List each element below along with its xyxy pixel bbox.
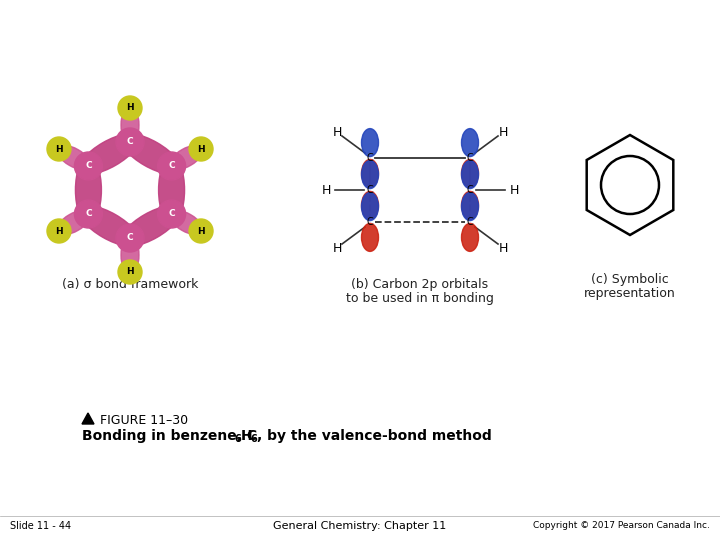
Ellipse shape — [76, 156, 102, 224]
Text: C: C — [467, 217, 473, 227]
Text: H: H — [498, 125, 508, 138]
Text: H: H — [241, 429, 253, 443]
Text: C: C — [467, 185, 473, 195]
Text: , by the valence-bond method: , by the valence-bond method — [257, 429, 492, 443]
Text: Slide 11 - 44: Slide 11 - 44 — [10, 521, 71, 531]
Ellipse shape — [361, 160, 379, 188]
Text: C: C — [127, 138, 133, 146]
Text: C: C — [366, 217, 374, 227]
Ellipse shape — [462, 159, 479, 187]
Ellipse shape — [47, 137, 71, 161]
Text: H: H — [197, 226, 204, 235]
Text: H: H — [498, 241, 508, 254]
Ellipse shape — [462, 160, 479, 188]
Ellipse shape — [169, 210, 203, 235]
Ellipse shape — [158, 152, 186, 180]
Text: C: C — [366, 185, 374, 195]
Text: C: C — [85, 161, 91, 171]
Ellipse shape — [74, 200, 102, 228]
Ellipse shape — [79, 133, 140, 174]
Text: FIGURE 11–30: FIGURE 11–30 — [100, 414, 188, 427]
Ellipse shape — [118, 96, 142, 120]
Ellipse shape — [121, 106, 139, 144]
Ellipse shape — [79, 206, 140, 246]
Text: representation: representation — [584, 287, 676, 300]
Text: C: C — [85, 210, 91, 219]
Text: General Chemistry: Chapter 11: General Chemistry: Chapter 11 — [274, 521, 446, 531]
Polygon shape — [82, 413, 94, 424]
Ellipse shape — [462, 129, 479, 157]
Text: (b) Carbon 2p orbitals: (b) Carbon 2p orbitals — [351, 278, 489, 291]
Ellipse shape — [116, 128, 144, 156]
Text: H: H — [55, 226, 63, 235]
Ellipse shape — [189, 137, 213, 161]
Ellipse shape — [462, 224, 479, 252]
Ellipse shape — [189, 219, 213, 243]
Ellipse shape — [361, 193, 379, 221]
Text: (a) σ bond framework: (a) σ bond framework — [62, 278, 198, 291]
Text: H: H — [126, 104, 134, 112]
Text: H: H — [321, 184, 330, 197]
Ellipse shape — [158, 200, 186, 228]
Text: Bonding in benzene, C: Bonding in benzene, C — [82, 429, 257, 443]
Ellipse shape — [121, 236, 139, 274]
Ellipse shape — [361, 191, 379, 219]
Ellipse shape — [158, 156, 184, 224]
Text: H: H — [126, 267, 134, 276]
Ellipse shape — [116, 224, 144, 252]
Ellipse shape — [74, 152, 102, 180]
Text: C: C — [168, 210, 175, 219]
Text: H: H — [509, 184, 518, 197]
Text: C: C — [168, 161, 175, 171]
Text: C: C — [467, 153, 473, 163]
Ellipse shape — [361, 224, 379, 252]
Ellipse shape — [462, 191, 479, 219]
Ellipse shape — [57, 145, 91, 170]
Text: H: H — [197, 145, 204, 153]
Ellipse shape — [169, 145, 203, 170]
Ellipse shape — [121, 206, 181, 246]
Ellipse shape — [121, 133, 181, 174]
Ellipse shape — [462, 193, 479, 221]
Ellipse shape — [47, 219, 71, 243]
Ellipse shape — [118, 260, 142, 284]
Text: Copyright © 2017 Pearson Canada Inc.: Copyright © 2017 Pearson Canada Inc. — [533, 522, 710, 530]
Ellipse shape — [361, 159, 379, 187]
Text: 6: 6 — [250, 434, 257, 444]
Text: (c) Symbolic: (c) Symbolic — [591, 273, 669, 286]
Text: 6: 6 — [234, 434, 240, 444]
Text: H: H — [333, 125, 342, 138]
Text: H: H — [55, 145, 63, 153]
Text: C: C — [127, 233, 133, 242]
Ellipse shape — [57, 210, 91, 235]
Ellipse shape — [361, 129, 379, 157]
Text: C: C — [366, 153, 374, 163]
Text: H: H — [333, 241, 342, 254]
Text: to be used in π bonding: to be used in π bonding — [346, 292, 494, 305]
